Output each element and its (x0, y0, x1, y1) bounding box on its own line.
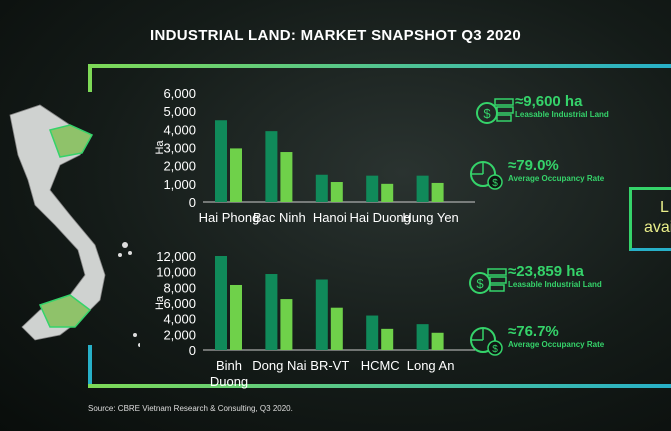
y-axis-label: Ha (154, 140, 166, 155)
svg-text:$: $ (476, 276, 484, 291)
y-tick-label: 8,000 (163, 280, 196, 295)
bar-leasable (315, 279, 328, 350)
money-stack-icon: $ (475, 95, 514, 125)
money-stack-icon: $ (468, 265, 507, 295)
stat-item: ≈76.7% Average Occupancy Rate (508, 323, 604, 349)
stat-item: ≈23,859 ha Leasable Industrial Land (508, 263, 602, 289)
bar-leasable (265, 274, 278, 350)
y-tick-label: 0 (189, 195, 196, 210)
bar-leased (230, 284, 242, 350)
stat-item: ≈79.0% Average Occupancy Rate (508, 157, 604, 183)
stat-item: ≈9,600 ha Leasable Industrial Land (515, 93, 609, 119)
y-tick-label: 3,000 (163, 141, 196, 156)
svg-text:$: $ (483, 106, 491, 121)
stat-value: ≈79.0% (508, 157, 559, 174)
stat-label: Leasable Industrial Land (515, 110, 609, 119)
bar-leasable (416, 324, 429, 350)
frame-border-bottom (88, 384, 671, 388)
frame-border-top (88, 64, 671, 68)
bar-leased (381, 328, 394, 350)
y-axis-label: Ha (154, 295, 166, 310)
stat-label: Average Occupancy Rate (508, 174, 605, 183)
pie-dollar-icon: $ (468, 159, 503, 190)
stat-value: ≈9,600 ha (515, 93, 583, 110)
bar-leasable (315, 174, 328, 202)
stat-value: ≈23,859 ha (508, 263, 584, 280)
bar-leased (381, 183, 394, 202)
x-tick-label: BR-VT (310, 358, 349, 373)
pie-dollar-icon: $ (468, 325, 503, 356)
x-tick-label: Hanoi (313, 210, 347, 225)
y-tick-label: 4,000 (163, 122, 196, 137)
frame-border-left (88, 64, 92, 92)
y-tick-label: 5,000 (163, 104, 196, 119)
bar-leased (330, 307, 343, 350)
y-tick-label: 10,000 (156, 265, 196, 280)
vietnam-map (9, 104, 140, 347)
south-region-highlight (38, 294, 92, 328)
x-tick-label: Hai Phong (199, 210, 260, 225)
svg-text:$: $ (492, 178, 498, 189)
y-tick-label: 2,000 (163, 327, 196, 342)
bar-leasable (416, 175, 429, 202)
bar-leased (330, 182, 343, 202)
y-tick-label: 6,000 (163, 86, 196, 101)
bar-leasable (215, 120, 227, 202)
bar-leased (280, 299, 293, 350)
bar-leasable (366, 175, 379, 202)
stat-value: ≈76.7% (508, 323, 559, 340)
bar-leased (431, 182, 444, 202)
y-tick-label: 12,000 (156, 249, 196, 264)
callout-box: L avail (629, 187, 671, 251)
bar-leased (280, 152, 293, 202)
source-note: Source: CBRE Vietnam Research & Consulti… (88, 404, 293, 413)
frame-border-left-lower (88, 345, 92, 387)
x-tick-label: Dong Nai (252, 358, 306, 373)
stat-label: Leasable Industrial Land (508, 280, 602, 289)
y-tick-label: 0 (189, 343, 196, 358)
x-tick-label: Hai Duong (349, 210, 410, 225)
north-region-highlight (49, 124, 94, 158)
x-tick-label: HCMC (361, 358, 400, 373)
x-tick-label: Long An (407, 358, 455, 373)
stat-label: Average Occupancy Rate (508, 340, 605, 349)
page-title: INDUSTRIAL LAND: MARKET SNAPSHOT Q3 2020 (150, 27, 521, 44)
callout-line-1: L (660, 199, 669, 216)
y-tick-label: 2,000 (163, 159, 196, 174)
y-tick-label: 4,000 (163, 312, 196, 327)
bar-leased (230, 148, 242, 202)
bar-leasable (215, 256, 227, 350)
bar-leasable (265, 131, 278, 202)
y-tick-label: 6,000 (163, 296, 196, 311)
x-tick-label: Hung Yen (402, 210, 458, 225)
y-tick-label: 1,000 (163, 177, 196, 192)
x-tick-label: Bac Ninh (253, 210, 306, 225)
bar-leasable (366, 315, 379, 350)
svg-text:$: $ (492, 344, 498, 355)
bar-leased (431, 332, 444, 350)
x-tick-label: Binh Duong (210, 358, 248, 389)
callout-line-2: avail (644, 219, 671, 236)
